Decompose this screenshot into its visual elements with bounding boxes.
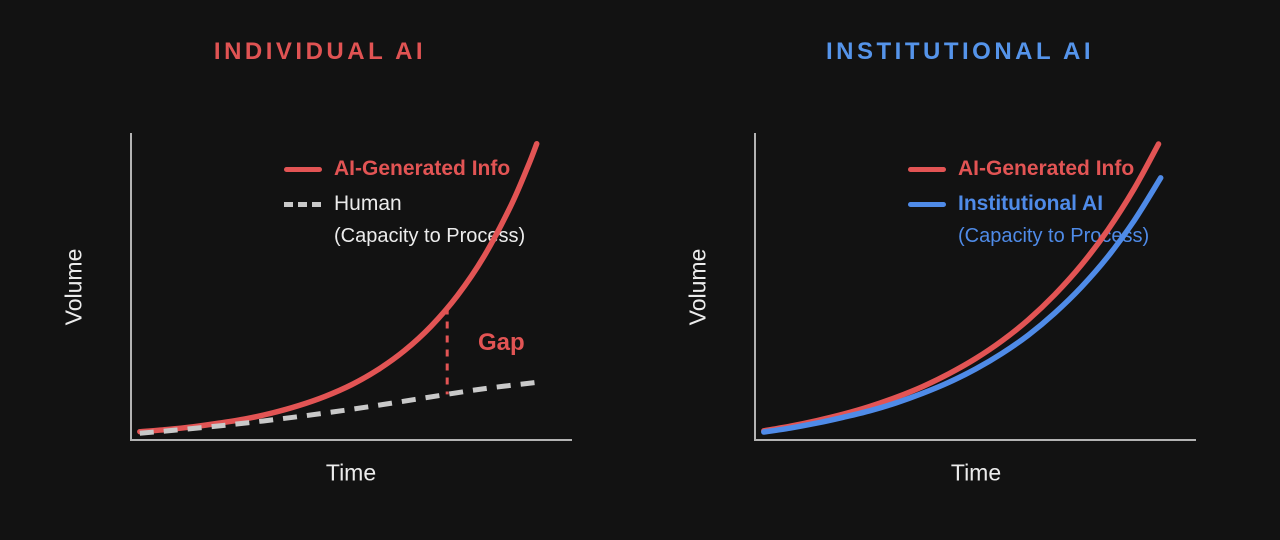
legend-item: Human xyxy=(284,190,525,218)
gap-annotation-label: Gap xyxy=(478,329,525,356)
legend: AI-Generated Info Human (Capacity to Pro… xyxy=(284,155,525,248)
legend-label: Institutional AI xyxy=(958,192,1104,215)
legend-sublabel: (Capacity to Process) xyxy=(958,225,1150,247)
legend-item: AI-Generated Info xyxy=(284,155,525,183)
legend-item: Institutional AI xyxy=(908,190,1149,218)
legend-sublabel: (Capacity to Process) xyxy=(334,225,526,247)
legend-line-dashed-icon xyxy=(284,201,322,207)
legend-label: Human xyxy=(334,192,402,215)
legend: AI-Generated Info Institutional AI (Capa… xyxy=(908,155,1149,248)
chart-title: INSTITUTIONAL AI xyxy=(826,38,1094,65)
x-axis-label: Time xyxy=(950,459,1002,486)
chart-institutional-ai: INSTITUTIONAL AI Volume Time AI-Generate… xyxy=(640,0,1280,540)
series-line-1 xyxy=(139,380,535,436)
legend-line-solid-icon xyxy=(908,201,946,207)
legend-item: AI-Generated Info xyxy=(908,155,1149,183)
legend-line-solid-icon xyxy=(908,166,946,172)
legend-label: AI-Generated Info xyxy=(958,157,1135,180)
y-axis-label: Volume xyxy=(684,248,711,326)
y-axis-label: Volume xyxy=(60,248,87,326)
chart-individual-ai: INDIVIDUAL AI Volume Time AI-Generated I… xyxy=(60,38,572,486)
x-axis-label: Time xyxy=(325,459,377,486)
legend-label: AI-Generated Info xyxy=(334,157,511,180)
legend-line-solid-icon xyxy=(284,166,322,172)
chart-title: INDIVIDUAL AI xyxy=(213,38,427,65)
chart-canvas xyxy=(130,133,572,441)
